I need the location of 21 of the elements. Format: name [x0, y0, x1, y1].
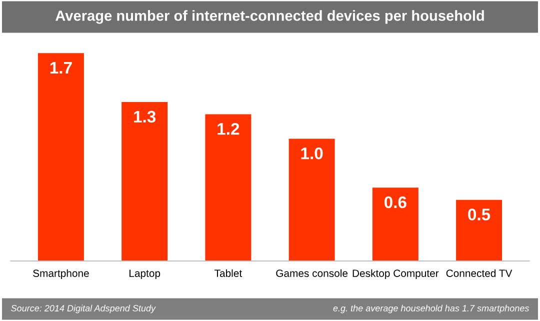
- x-tick-label: Smartphone: [33, 269, 89, 280]
- data-label: 0.5: [468, 208, 490, 220]
- bar: [38, 53, 84, 261]
- x-tick-label: Tablet: [214, 269, 242, 277]
- bar: [205, 114, 252, 261]
- bar: [456, 200, 502, 261]
- text: e.g. the average household has 1.7 smartphones: [333, 304, 530, 314]
- x-tick-label: Desktop Computer: [352, 269, 439, 280]
- bar: [122, 102, 168, 261]
- source-note: Source: 2014 Digital Adspend Study: [11, 304, 156, 314]
- chart-title: Average number of internet-connected devices per household: [56, 10, 484, 24]
- data-label: 1.3: [134, 110, 156, 123]
- data-label: 1.0: [301, 147, 323, 160]
- x-tick-label: Games console: [276, 269, 348, 277]
- x-tick-label: Connected TV: [446, 269, 512, 277]
- bar: [288, 138, 335, 261]
- bar: [372, 188, 418, 261]
- x-tick-label: Laptop: [130, 270, 160, 280]
- data-label: 0.6: [384, 196, 406, 208]
- data-label: 1.7: [50, 62, 72, 74]
- data-label: 1.2: [218, 123, 240, 135]
